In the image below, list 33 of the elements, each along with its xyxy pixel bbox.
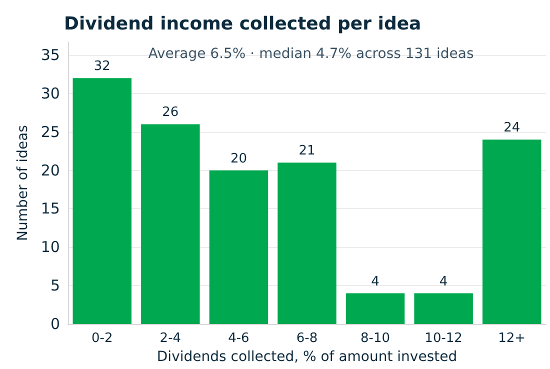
data-label: 4 — [371, 274, 380, 290]
x-axis-title: Dividends collected, % of amount invested — [156, 349, 458, 365]
bar — [209, 170, 268, 324]
x-tick-label: 10-12 — [424, 331, 462, 346]
y-tick-label: 15 — [40, 200, 60, 218]
y-tick-label: 35 — [40, 46, 60, 64]
x-tick-label: 12+ — [498, 331, 526, 346]
y-tick-label: 25 — [40, 122, 60, 141]
data-label: 24 — [504, 120, 520, 136]
y-tick-label: 0 — [50, 315, 60, 333]
x-tick-label: 2-4 — [160, 331, 182, 346]
chart-title: Dividend income collected per idea — [64, 14, 422, 34]
x-tick-label: 4-6 — [228, 331, 250, 346]
x-tick-label: 6-8 — [296, 331, 318, 346]
data-label: 26 — [162, 105, 179, 120]
y-tick-label: 30 — [40, 84, 60, 102]
bar — [414, 293, 473, 324]
chart-subtitle: Average 6.5% · median 4.7% across 131 ideas — [148, 46, 474, 62]
data-label: 20 — [230, 151, 247, 166]
bar — [72, 78, 132, 324]
data-label: 4 — [439, 274, 448, 290]
y-tick-label: 5 — [50, 276, 60, 295]
x-tick-label: 8-10 — [360, 331, 390, 346]
bar — [346, 293, 405, 324]
bar — [141, 124, 200, 324]
y-tick-label: 20 — [40, 161, 60, 180]
data-label: 32 — [94, 59, 110, 74]
x-tick-label: 0-2 — [92, 331, 113, 346]
data-label: 21 — [298, 144, 316, 159]
y-axis-title: Number of ideas — [15, 125, 31, 241]
bar — [278, 162, 336, 324]
y-tick-label: 10 — [40, 238, 60, 256]
bar — [482, 140, 542, 324]
